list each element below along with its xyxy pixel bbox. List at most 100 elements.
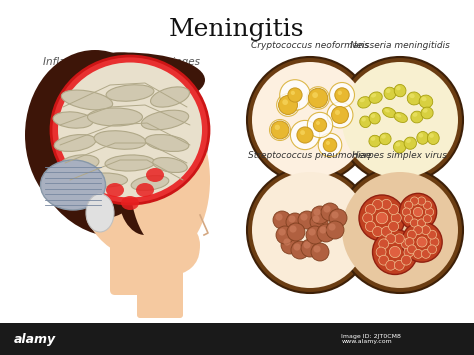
Circle shape <box>273 211 291 229</box>
Circle shape <box>386 260 396 270</box>
Circle shape <box>421 250 430 258</box>
Circle shape <box>402 222 442 262</box>
Ellipse shape <box>396 86 401 90</box>
Circle shape <box>337 57 463 183</box>
Text: Image ID: 2JT0CM8
www.alamy.com: Image ID: 2JT0CM8 www.alamy.com <box>341 334 401 344</box>
Ellipse shape <box>75 82 205 257</box>
Ellipse shape <box>371 93 376 98</box>
Circle shape <box>311 243 329 261</box>
Circle shape <box>414 250 423 258</box>
FancyBboxPatch shape <box>0 323 474 355</box>
Circle shape <box>428 230 437 239</box>
Circle shape <box>363 213 373 223</box>
Circle shape <box>326 221 344 239</box>
FancyBboxPatch shape <box>110 230 172 295</box>
Ellipse shape <box>369 135 381 147</box>
Ellipse shape <box>395 142 401 147</box>
Circle shape <box>410 197 419 205</box>
Ellipse shape <box>428 132 439 144</box>
Circle shape <box>331 211 338 219</box>
Circle shape <box>426 208 434 216</box>
Circle shape <box>318 133 342 157</box>
Circle shape <box>301 213 308 220</box>
Ellipse shape <box>25 50 165 220</box>
Ellipse shape <box>121 196 139 210</box>
Ellipse shape <box>51 56 209 204</box>
Circle shape <box>418 197 426 205</box>
Circle shape <box>281 236 299 254</box>
Circle shape <box>329 209 347 227</box>
Ellipse shape <box>61 155 99 171</box>
Circle shape <box>312 215 319 223</box>
Circle shape <box>389 221 399 231</box>
Circle shape <box>394 260 404 270</box>
Circle shape <box>288 215 296 223</box>
Ellipse shape <box>130 108 210 252</box>
Ellipse shape <box>136 183 154 197</box>
Circle shape <box>271 121 289 139</box>
Circle shape <box>323 138 337 152</box>
Circle shape <box>247 167 373 293</box>
Circle shape <box>418 219 426 227</box>
Ellipse shape <box>417 131 428 144</box>
Circle shape <box>423 215 431 223</box>
Circle shape <box>277 94 300 116</box>
Circle shape <box>373 230 418 274</box>
Ellipse shape <box>86 194 114 232</box>
Circle shape <box>252 172 368 288</box>
Text: Cryptococcus neoformans: Cryptococcus neoformans <box>251 41 369 50</box>
Circle shape <box>313 208 320 215</box>
Circle shape <box>335 110 340 115</box>
Ellipse shape <box>407 92 421 105</box>
Ellipse shape <box>386 89 391 93</box>
Circle shape <box>404 215 413 223</box>
Circle shape <box>291 120 319 149</box>
Ellipse shape <box>82 173 128 187</box>
Circle shape <box>404 247 414 257</box>
Circle shape <box>307 112 333 138</box>
Circle shape <box>316 121 320 125</box>
Ellipse shape <box>381 135 386 138</box>
Circle shape <box>312 92 318 98</box>
Circle shape <box>373 226 383 237</box>
Circle shape <box>307 87 329 109</box>
Circle shape <box>276 226 294 244</box>
Circle shape <box>247 57 373 183</box>
Circle shape <box>298 211 316 229</box>
Circle shape <box>288 88 302 102</box>
Circle shape <box>417 237 427 247</box>
Circle shape <box>379 255 389 265</box>
Circle shape <box>405 237 414 246</box>
Circle shape <box>394 234 404 244</box>
Ellipse shape <box>358 97 371 108</box>
Circle shape <box>300 130 305 135</box>
Circle shape <box>410 219 419 227</box>
Circle shape <box>359 195 405 241</box>
Circle shape <box>287 223 305 241</box>
Ellipse shape <box>384 109 390 113</box>
Ellipse shape <box>394 84 406 97</box>
Circle shape <box>400 193 437 231</box>
Circle shape <box>252 62 368 178</box>
Circle shape <box>389 204 399 215</box>
Ellipse shape <box>141 110 189 130</box>
Ellipse shape <box>413 113 418 117</box>
Circle shape <box>327 102 353 128</box>
Circle shape <box>373 200 383 209</box>
Ellipse shape <box>94 131 146 149</box>
Ellipse shape <box>61 90 113 110</box>
Circle shape <box>402 208 410 216</box>
Circle shape <box>421 226 430 235</box>
Circle shape <box>430 237 439 246</box>
Circle shape <box>428 245 437 254</box>
Circle shape <box>313 118 327 132</box>
Ellipse shape <box>419 95 433 108</box>
Circle shape <box>365 204 375 215</box>
Circle shape <box>329 82 355 108</box>
Ellipse shape <box>371 114 375 118</box>
Circle shape <box>317 224 335 242</box>
Circle shape <box>311 206 329 224</box>
Ellipse shape <box>58 62 202 197</box>
Ellipse shape <box>130 70 190 140</box>
Ellipse shape <box>362 118 366 121</box>
